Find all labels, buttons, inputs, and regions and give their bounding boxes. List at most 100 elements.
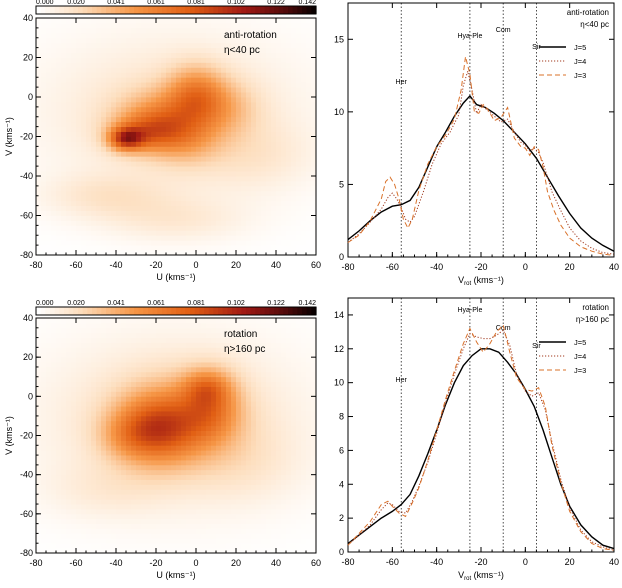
density-cell [141,519,146,524]
density-cell [61,156,66,161]
density-cell [216,347,221,352]
density-cell [171,387,176,392]
density-cell [106,107,111,112]
density-cell [51,201,56,206]
density-cell [151,211,156,216]
density-cell [236,77,241,82]
density-cell [211,377,216,382]
density-cell [126,240,131,245]
density-cell [196,529,201,534]
density-cell [136,543,141,548]
density-cell [196,519,201,524]
density-cell [216,107,221,112]
density-cell [41,338,46,343]
density-cell [251,146,256,151]
density-cell [281,201,286,206]
density-cell [126,509,131,514]
density-cell [161,514,166,519]
density-cell [126,112,131,117]
density-cell [41,206,46,211]
density-cell [171,543,176,548]
density-cell [121,538,126,543]
density-cell [236,146,241,151]
density-cell [86,387,91,392]
density-cell [241,137,246,142]
density-cell [126,362,131,367]
y-tick-label: 10 [334,107,344,117]
density-cell [96,156,101,161]
density-cell [136,141,141,146]
density-cell [286,196,291,201]
density-cell [171,475,176,480]
density-cell [86,455,91,460]
density-cell [41,191,46,196]
density-cell [211,416,216,421]
density-cell [236,494,241,499]
density-cell [86,48,91,53]
density-cell [176,67,181,72]
density-cell [146,480,151,485]
density-cell [126,151,131,156]
density-cell [226,494,231,499]
colorbar-swatch [185,6,190,14]
colorbar-swatch [227,6,232,14]
density-cell [136,23,141,28]
density-cell [196,499,201,504]
density-cell [256,72,261,77]
density-cell [91,543,96,548]
density-cell [86,401,91,406]
density-cell [131,416,136,421]
density-cell [281,18,286,23]
density-cell [236,480,241,485]
density-cell [286,117,291,122]
density-cell [36,196,41,201]
density-cell [116,455,121,460]
density-cell [211,166,216,171]
density-cell [211,77,216,82]
density-cell [301,216,306,221]
density-cell [266,146,271,151]
density-cell [201,460,206,465]
density-cell [216,38,221,43]
density-cell [61,77,66,82]
density-cell [291,48,296,53]
density-cell [156,43,161,48]
density-cell [106,338,111,343]
density-cell [226,318,231,323]
density-cell [176,524,181,529]
density-cell [86,72,91,77]
density-cell [56,475,61,480]
density-cell [196,377,201,382]
density-cell [216,141,221,146]
density-cell [231,519,236,524]
density-cell [106,436,111,441]
density-cell [46,514,51,519]
density-cell [86,206,91,211]
density-cell [216,450,221,455]
density-cell [51,465,56,470]
density-cell [156,357,161,362]
density-cell [221,519,226,524]
density-cell [121,382,126,387]
density-cell [281,87,286,92]
density-cell [226,176,231,181]
density-cell [56,421,61,426]
density-cell [276,18,281,23]
density-cell [221,117,226,122]
density-cell [151,181,156,186]
density-cell [211,137,216,142]
density-cell [156,151,161,156]
density-cell [226,543,231,548]
density-cell [131,514,136,519]
density-cell [141,28,146,33]
density-cell [116,211,121,216]
density-cell [186,538,191,543]
density-cell [151,97,156,102]
density-cell [141,206,146,211]
density-cell [176,538,181,543]
density-cell [41,465,46,470]
density-cell [226,127,231,132]
density-cell [156,48,161,53]
density-cell [271,112,276,117]
density-cell [106,352,111,357]
